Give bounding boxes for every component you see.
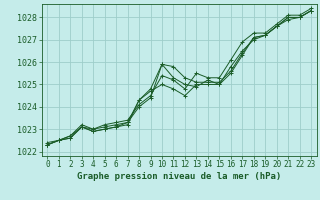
X-axis label: Graphe pression niveau de la mer (hPa): Graphe pression niveau de la mer (hPa) (77, 172, 281, 181)
